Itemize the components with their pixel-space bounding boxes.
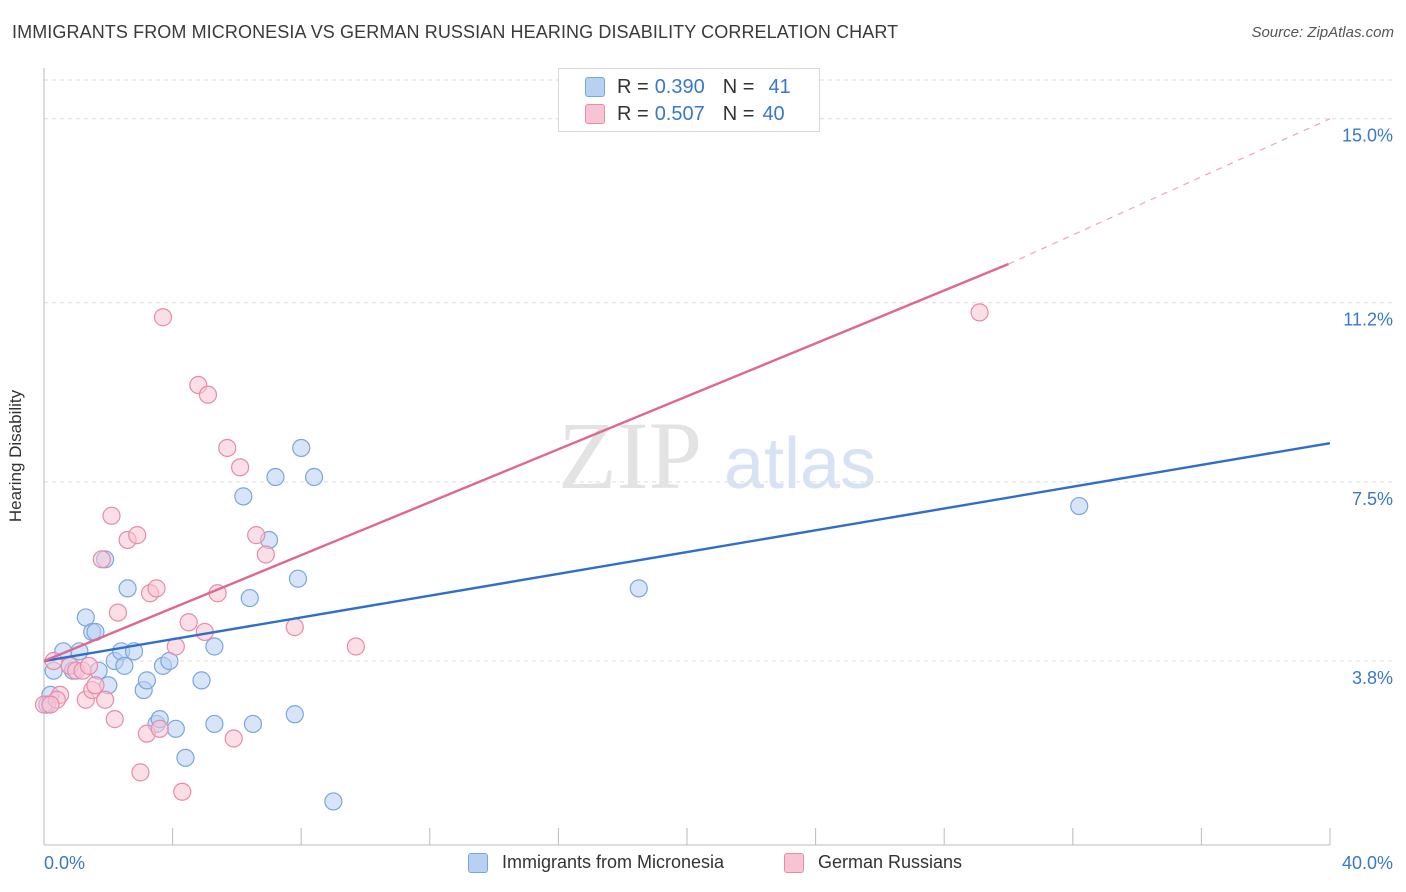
german-russian-point bbox=[95, 690, 115, 709]
german-russian-point bbox=[131, 763, 150, 782]
german-russian-point bbox=[173, 782, 192, 801]
german-russian-point bbox=[285, 618, 304, 637]
series-swatch-blue bbox=[468, 852, 488, 873]
micronesia-point bbox=[292, 438, 311, 458]
german-russian-point bbox=[150, 719, 169, 738]
german-russian-point bbox=[231, 458, 250, 477]
german-russian-point bbox=[153, 308, 173, 327]
micronesia-point bbox=[234, 487, 253, 506]
german-russian-point bbox=[179, 613, 198, 632]
micronesia-point bbox=[166, 719, 185, 738]
y-tick-label: 7.5% bbox=[1352, 489, 1393, 509]
chart-title: IMMIGRANTS FROM MICRONESIA VS GERMAN RUS… bbox=[12, 22, 899, 42]
y-tick-label: 15.0% bbox=[1342, 126, 1393, 146]
micronesia-point bbox=[266, 467, 285, 487]
y-axis-label: Hearing Disability bbox=[6, 389, 25, 523]
x-tick-label-min: 0.0% bbox=[44, 853, 85, 873]
german-russian-point bbox=[147, 579, 166, 598]
german-russian-point bbox=[41, 695, 60, 714]
trendline-micronesia bbox=[43, 441, 1331, 663]
german-russian-point bbox=[224, 729, 243, 748]
micronesia-point bbox=[240, 588, 259, 608]
y-tick-label: 11.2% bbox=[1343, 310, 1393, 330]
legend-swatch-blue bbox=[585, 77, 605, 97]
trendline-german-russians bbox=[43, 262, 1009, 663]
german-russian-point bbox=[105, 710, 124, 729]
trendline-german-russians-extension bbox=[1008, 118, 1331, 265]
watermark-zip: ZIP bbox=[558, 402, 702, 509]
legend-n-value: 41 bbox=[768, 75, 791, 98]
micronesia-point bbox=[115, 656, 134, 675]
series-legend-micronesia: Immigrants from Micronesia bbox=[468, 852, 724, 873]
legend-n-label: N = bbox=[722, 75, 755, 98]
watermark-atlas: atlas bbox=[724, 424, 876, 504]
german-russian-point bbox=[102, 506, 121, 525]
micronesia-point bbox=[304, 467, 324, 487]
trend-layer bbox=[43, 118, 1331, 663]
legend-swatch-pink bbox=[585, 104, 605, 124]
micronesia-point bbox=[285, 705, 304, 724]
series-legend-german-russians: German Russians bbox=[784, 852, 962, 873]
legend-row-german-russians: R = 0.507 N = 40 bbox=[585, 101, 785, 127]
german-russian-point bbox=[970, 303, 989, 322]
source-credit: Source: ZipAtlas.com bbox=[1251, 24, 1394, 41]
micronesia-point bbox=[629, 579, 648, 598]
legend-r-label: R = bbox=[617, 102, 649, 125]
series-swatch-pink bbox=[784, 852, 804, 873]
series-legend: Immigrants from Micronesia German Russia… bbox=[0, 852, 1406, 878]
german-russian-point bbox=[346, 637, 365, 656]
series-name-german-russians: German Russians bbox=[818, 852, 963, 872]
tick-label-layer: 3.8% 7.5% 11.2% 15.0% 0.0% 40.0% bbox=[44, 126, 1393, 873]
watermark: ZIP atlas bbox=[558, 402, 876, 509]
stats-legend: R = 0.390 N = 41 R = 0.507 N = 40 bbox=[558, 68, 820, 132]
german-russian-point bbox=[256, 545, 275, 564]
micronesia-point bbox=[324, 792, 343, 811]
grid-layer bbox=[44, 79, 1394, 662]
german-russian-point bbox=[128, 526, 147, 545]
micronesia-point bbox=[192, 671, 211, 690]
german-russian-point bbox=[108, 603, 128, 622]
micronesia-point bbox=[243, 714, 263, 734]
axis-layer bbox=[43, 68, 1331, 846]
y-tick-label: 3.8% bbox=[1352, 668, 1393, 688]
micronesia-point bbox=[118, 579, 137, 598]
legend-r-value: 0.390 bbox=[654, 75, 705, 98]
german-russian-point bbox=[247, 526, 266, 545]
german-russian-point bbox=[218, 438, 237, 458]
micronesia-point bbox=[205, 714, 224, 734]
micronesia-point bbox=[1070, 496, 1089, 516]
micronesia-point bbox=[288, 569, 308, 588]
micronesia-point bbox=[137, 671, 156, 690]
german-russian-point bbox=[86, 676, 105, 695]
legend-n-label: N = bbox=[722, 102, 755, 125]
legend-r-value: 0.507 bbox=[654, 102, 705, 125]
german-russian-point bbox=[79, 656, 99, 675]
micronesia-point bbox=[205, 637, 224, 656]
points-layer bbox=[34, 303, 1089, 811]
german-russian-point bbox=[198, 385, 218, 404]
legend-n-value: 40 bbox=[762, 102, 785, 125]
series-name-micronesia: Immigrants from Micronesia bbox=[502, 852, 725, 872]
german-russian-point bbox=[92, 550, 111, 569]
legend-r-label: R = bbox=[617, 75, 649, 98]
legend-row-micronesia: R = 0.390 N = 41 bbox=[585, 74, 791, 100]
micronesia-point bbox=[176, 748, 195, 767]
x-tick-label-max: 40.0% bbox=[1342, 853, 1393, 873]
